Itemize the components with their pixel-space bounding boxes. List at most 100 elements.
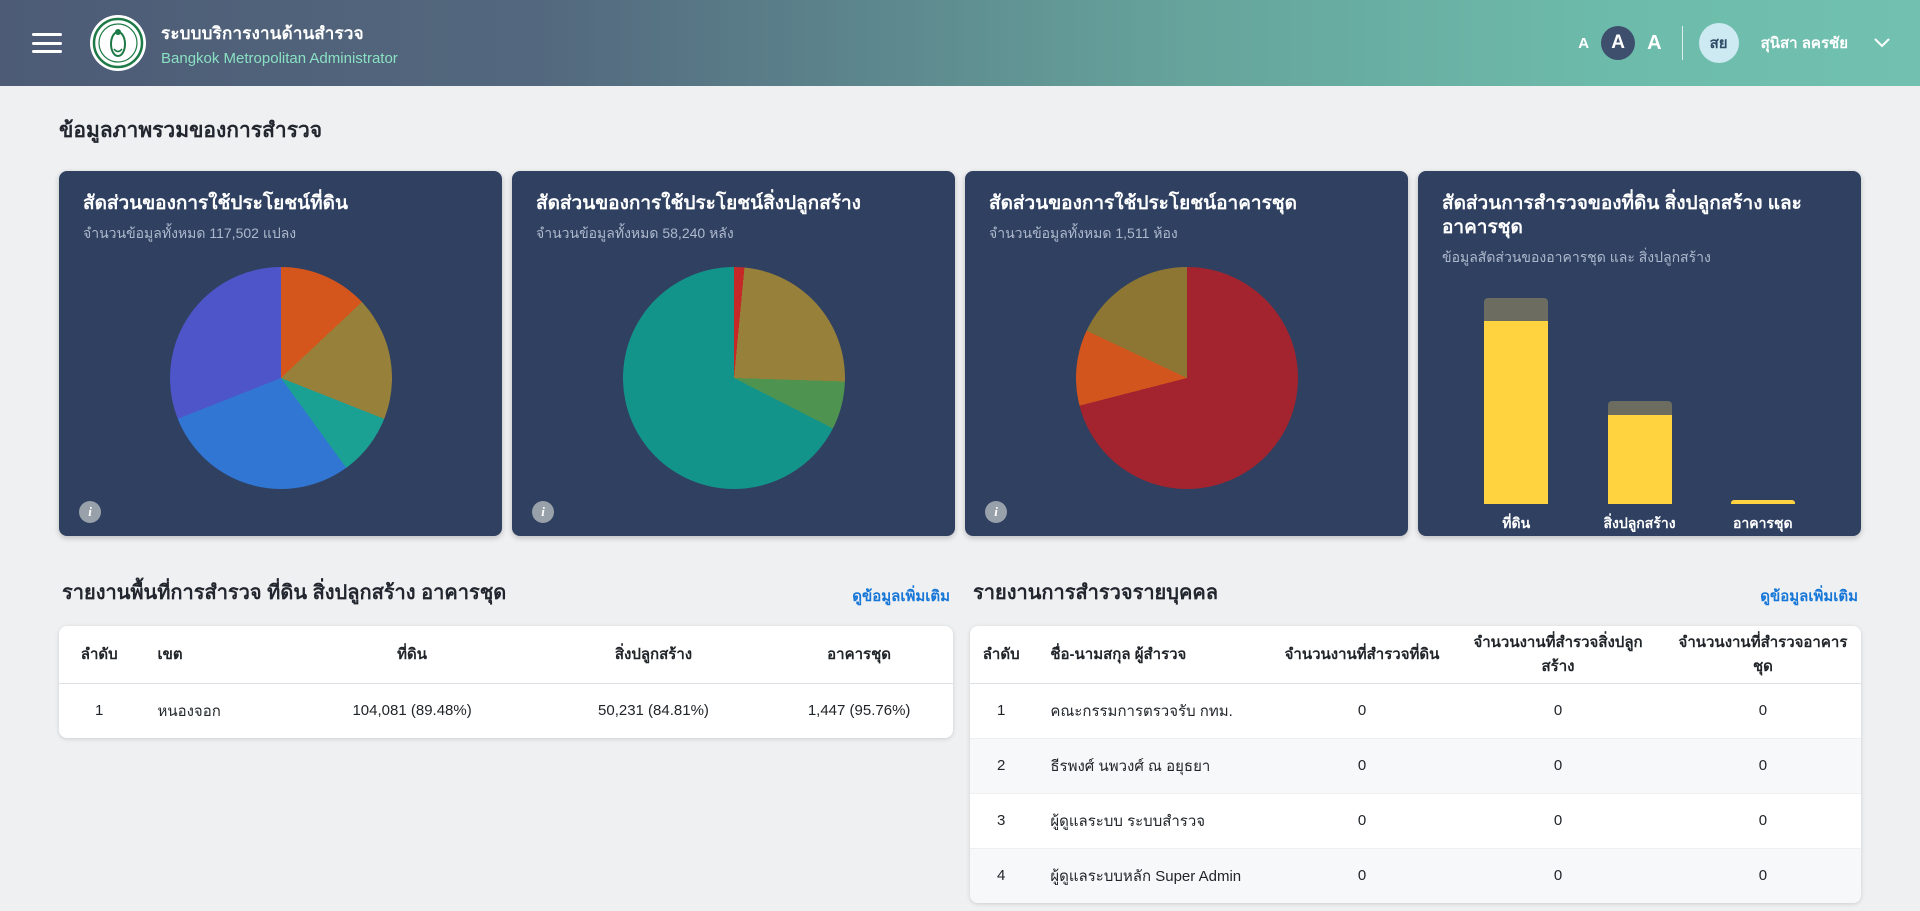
app-title: ระบบบริการงานด้านสำรวจ [161, 23, 364, 43]
header-right-controls: A A A สย สุนิสา ลครชัย [1572, 23, 1890, 63]
table-cell: 0 [1451, 683, 1665, 739]
card-subtitle: จำนวนข้อมูลทั้งหมด 117,502 แปลง [83, 224, 297, 241]
card-title: สัดส่วนของการใช้ประโยชน์สิ่งปลูกสร้าง [536, 193, 861, 214]
bar [1484, 297, 1549, 504]
font-size-small-button[interactable]: A [1578, 34, 1590, 52]
table-cell: 0 [1664, 793, 1861, 849]
bar-column: อาคารชุด [1708, 298, 1818, 535]
building-use-pie-chart [622, 266, 845, 489]
survey-bar-chart: ที่ดิน สิ่งปลูกสร้าง อาคารชุด [1442, 297, 1837, 535]
table-cell: 0 [1758, 867, 1768, 885]
table-cell: 0 [1451, 738, 1665, 794]
main-content: ข้อมูลภาพรวมของการสำรวจ สัดส่วนของการใช้… [0, 86, 1920, 903]
column-header: ลำดับ [970, 626, 1033, 684]
table-cell: 2 [970, 738, 1033, 794]
info-icon[interactable]: i [79, 501, 101, 523]
view-more-link[interactable]: ดูข้อมูลเพิ่มเติม [852, 588, 950, 605]
bar-segment-surveyed [1730, 499, 1795, 504]
bar-segment-remaining [1607, 401, 1672, 416]
report-sections-row: รายงานพื้นที่การสำรวจ ที่ดิน สิ่งปลูกสร้… [59, 576, 1861, 903]
page-title: ข้อมูลภาพรวมของการสำรวจ [59, 119, 323, 142]
bar-label: ที่ดิน [1502, 514, 1531, 531]
area-report-table: ลำดับ เขต ที่ดิน สิ่งปลูกสร้าง อาคารชุด 1 หนอง… [59, 626, 953, 738]
info-icon[interactable]: i [985, 501, 1007, 523]
card-survey-proportion: สัดส่วนการสำรวจของที่ดิน สิ่งปลูกสร้าง แ… [1418, 171, 1861, 536]
card-title: สัดส่วนของการใช้ประโยชน์อาคารชุด [989, 193, 1298, 214]
table-cell: 50,231 (84.81%) [598, 702, 709, 720]
app-header: ระบบบริการงานด้านสำรวจ Bangkok Metropoli… [0, 0, 1920, 86]
column-header: สิ่งปลูกสร้าง [541, 626, 766, 684]
table-cell: 1 [970, 683, 1033, 739]
user-name[interactable]: สุนิสา ลครชัย [1760, 35, 1848, 52]
table-cell: 4 [997, 867, 1006, 885]
app-titles: ระบบบริการงานด้านสำรวจ Bangkok Metropoli… [161, 20, 398, 67]
card-subtitle: จำนวนข้อมูลทั้งหมด 58,240 หลัง [536, 224, 734, 241]
table-cell: 0 [1553, 867, 1563, 885]
chevron-down-icon[interactable] [1874, 38, 1890, 48]
condo-use-pie-chart [1075, 266, 1298, 489]
table-cell: 0 [1272, 738, 1452, 794]
hamburger-menu-icon[interactable] [30, 30, 64, 56]
info-icon[interactable]: i [532, 501, 554, 523]
area-report-section: รายงานพื้นที่การสำรวจ ที่ดิน สิ่งปลูกสร้… [59, 576, 953, 903]
table-cell: 1,447 (95.76%) [807, 702, 911, 720]
bar-column: สิ่งปลูกสร้าง [1585, 298, 1695, 535]
table-row: 4 ผู้ดูแลระบบหลัก Super Admin 0 0 0 [970, 848, 1861, 903]
table-cell: ธีรพงศ์ นพวงศ์ ณ อยุธยา [1032, 738, 1273, 794]
table-row: 1 คณะกรรมการตรวจรับ กทม. 0 0 0 [970, 683, 1861, 739]
table-header-row: ลำดับ เขต ที่ดิน สิ่งปลูกสร้าง อาคารชุด [59, 626, 953, 684]
table-cell: 3 [970, 793, 1033, 849]
column-header: ชื่อ-นามสกุล ผู้สำรวจ [1032, 626, 1273, 684]
table-cell: หนองจอก [157, 702, 221, 720]
card-land-use: สัดส่วนของการใช้ประโยชน์ที่ดิน จำนวนข้อม… [59, 171, 502, 536]
land-use-pie-chart [169, 266, 392, 489]
table-cell: 0 [1451, 793, 1665, 849]
table-row: 2 ธีรพงศ์ นพวงศ์ ณ อยุธยา 0 0 0 [970, 738, 1861, 794]
card-subtitle: ข้อมูลสัดส่วนของอาคารชุด และ สิ่งปลูกสร้… [1442, 248, 1711, 265]
card-condo-use: สัดส่วนของการใช้ประโยชน์อาคารชุด จำนวนข้… [965, 171, 1408, 536]
view-more-link[interactable]: ดูข้อมูลเพิ่มเติม [1760, 588, 1858, 605]
individual-report-table: ลำดับ ชื่อ-นามสกุล ผู้สำรวจ จำนวนงานที่สำร… [970, 626, 1861, 903]
bar-column: ที่ดิน [1461, 297, 1571, 535]
bar-label: สิ่งปลูกสร้าง [1603, 514, 1676, 531]
section-title: รายงานพื้นที่การสำรวจ ที่ดิน สิ่งปลูกสร้… [62, 582, 507, 604]
bar [1730, 298, 1795, 504]
card-subtitle: จำนวนข้อมูลทั้งหมด 1,511 ห้อง [989, 224, 1178, 241]
table-cell: 0 [1357, 867, 1367, 885]
table-cell: 0 [1272, 683, 1452, 739]
column-header: อาคารชุด [765, 626, 953, 684]
card-building-use: สัดส่วนของการใช้ประโยชน์สิ่งปลูกสร้าง จำ… [512, 171, 955, 536]
column-header: เขต [139, 626, 283, 684]
font-size-controls: A A A [1572, 26, 1667, 60]
card-title: สัดส่วนของการใช้ประโยชน์ที่ดิน [83, 193, 348, 214]
font-size-medium-button[interactable]: A [1601, 26, 1636, 60]
table-cell: 104,081 (89.48%) [352, 702, 472, 720]
bar [1607, 298, 1672, 504]
bar-segment-remaining [1484, 297, 1549, 322]
bar-segment-surveyed [1484, 321, 1549, 504]
column-header: ลำดับ [59, 626, 140, 684]
header-divider [1681, 26, 1683, 60]
table-header-row: ลำดับ ชื่อ-นามสกุล ผู้สำรวจ จำนวนงานที่สำร… [970, 626, 1861, 684]
font-size-large-button[interactable]: A [1647, 31, 1662, 54]
overview-cards-row: สัดส่วนของการใช้ประโยชน์ที่ดิน จำนวนข้อม… [59, 171, 1861, 536]
table-cell: 0 [1664, 738, 1861, 794]
bma-logo [90, 15, 146, 71]
app-subtitle: Bangkok Metropolitan Administrator [161, 49, 398, 67]
table-cell: คณะกรรมการตรวจรับ กทม. [1032, 683, 1273, 739]
column-header: จำนวนงานที่สำรวจที่ดิน [1272, 626, 1452, 684]
section-header: รายงานการสำรวจรายบุคคล ดูข้อมูลเพิ่มเติม [970, 576, 1861, 608]
area-report-table-card: ลำดับ เขต ที่ดิน สิ่งปลูกสร้าง อาคารชุด 1 หนอง… [59, 626, 953, 738]
table-cell: 1 [95, 702, 104, 720]
table-cell: ผู้ดูแลระบบหลัก Super Admin [1050, 867, 1242, 885]
table-cell: ผู้ดูแลระบบ ระบบสำรวจ [1032, 793, 1273, 849]
card-title: สัดส่วนการสำรวจของที่ดิน สิ่งปลูกสร้าง แ… [1442, 193, 1802, 238]
column-header: จำนวนงานที่สำรวจอาคารชุด [1664, 626, 1861, 684]
column-header: ที่ดิน [282, 626, 542, 684]
table-cell: 0 [1272, 793, 1452, 849]
section-header: รายงานพื้นที่การสำรวจ ที่ดิน สิ่งปลูกสร้… [59, 576, 953, 608]
user-avatar[interactable]: สย [1698, 23, 1739, 63]
individual-report-section: รายงานการสำรวจรายบุคคล ดูข้อมูลเพิ่มเติม… [970, 576, 1861, 903]
table-row: 3 ผู้ดูแลระบบ ระบบสำรวจ 0 0 0 [970, 793, 1861, 849]
table-cell: 0 [1664, 683, 1861, 739]
